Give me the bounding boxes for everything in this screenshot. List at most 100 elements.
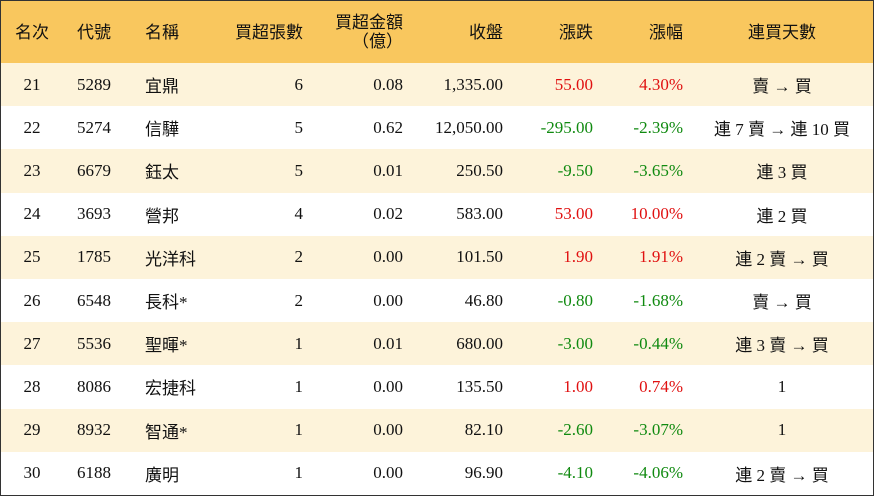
header-cell: 漲幅 (601, 1, 691, 63)
table-cell: 1.90 (563, 247, 593, 267)
table-cell: 5 (294, 117, 304, 137)
header-text: 名稱 (145, 22, 179, 42)
table-cell: 連 2 賣 → 買 (735, 249, 829, 269)
table-cell: 聖暉* (145, 336, 188, 356)
header-text: 連買天數 (748, 22, 816, 42)
table-cell: 0.02 (373, 204, 403, 224)
header-cell: 買超金額 （億） (311, 1, 411, 63)
table-cell: -3.65% (633, 160, 683, 180)
table-cell: 27 (23, 333, 41, 353)
table-cell: 連 2 賣 → 買 (735, 465, 829, 485)
header-cell: 名次 (1, 1, 63, 63)
table-cell: 1 (777, 376, 787, 396)
table-cell: 55.00 (554, 74, 593, 94)
table-cell: 連 3 賣 → 買 (735, 336, 829, 356)
table-cell: 250.50 (456, 160, 503, 180)
table-cell: 21 (23, 74, 41, 94)
table-cell: 宜鼎 (145, 77, 179, 97)
table-row: 25 1785 光洋科 2 0.00 101.50 1.90 1.91% 連 2 賣 → 買 (1, 235, 873, 279)
header-text: 漲跌 (559, 22, 593, 42)
table-cell: 1 (294, 420, 304, 440)
table-cell: 0.00 (373, 420, 403, 440)
table-cell: 廣明 (145, 465, 179, 485)
header-cell: 買超張數 (216, 1, 311, 63)
table-cell: 8932 (77, 420, 111, 440)
table-cell: 連 3 買 (756, 163, 808, 183)
table-cell: 1.91% (639, 247, 683, 267)
table-cell: 信驊 (145, 120, 179, 140)
table-cell: -9.50 (557, 160, 593, 180)
table-cell: -295.00 (540, 117, 593, 137)
table-cell: 0.00 (373, 290, 403, 310)
table-cell: 5 (294, 160, 304, 180)
table-cell: 6548 (77, 290, 111, 310)
table-cell: 鈺太 (145, 163, 179, 183)
header-cell: 代號 (63, 1, 125, 63)
table-cell: 101.50 (456, 247, 503, 267)
table-cell: -1.68% (633, 290, 683, 310)
table-cell: -3.00 (557, 333, 593, 353)
table-cell: -4.10 (557, 463, 593, 483)
table-cell: 4 (294, 204, 304, 224)
table-cell: 8086 (77, 376, 111, 396)
header-row: 名次 代號 名稱 買超張數 買超金額 （億） 收盤 漲跌 漲幅 連買天數 (1, 1, 873, 63)
table-cell: 1785 (77, 247, 111, 267)
table-cell: 0.74% (639, 376, 683, 396)
table-cell: 3693 (77, 204, 111, 224)
table-cell: 連 7 賣 → 連 10 買 (714, 120, 850, 140)
table-cell: 1 (294, 463, 304, 483)
table-cell: 1,335.00 (443, 74, 504, 94)
header-text: 漲幅 (649, 22, 683, 42)
table-row: 30 6188 廣明 1 0.00 96.90 -4.10 -4.06% 連 2 賣 → 買 (1, 452, 873, 495)
table-cell: 583.00 (456, 204, 503, 224)
header-text: 代號 (77, 22, 111, 42)
header-cell: 名稱 (125, 1, 216, 63)
table-cell: 22 (23, 117, 41, 137)
table-cell: 96.90 (464, 463, 503, 483)
table-cell: 0.00 (373, 376, 403, 396)
table-cell: 29 (23, 420, 41, 440)
table-cell: 0.00 (373, 247, 403, 267)
table-cell: 5536 (77, 333, 111, 353)
table-cell: 30 (23, 463, 41, 483)
table-cell: 0.08 (373, 74, 403, 94)
table-cell: 2 (294, 290, 304, 310)
table-cell: 0.62 (373, 117, 403, 137)
table-cell: 6 (294, 74, 304, 94)
table-cell: 24 (23, 204, 41, 224)
table-cell: 賣 → 買 (752, 293, 812, 313)
table-cell: -2.39% (633, 117, 683, 137)
table-cell: 賣 → 買 (752, 77, 812, 97)
table-cell: 0.00 (373, 463, 403, 483)
table-cell: 營邦 (145, 206, 179, 226)
table-cell: 5289 (77, 74, 111, 94)
table-cell: -4.06% (633, 463, 683, 483)
table-cell: 1.00 (563, 376, 593, 396)
table-cell: 光洋科 (145, 249, 196, 269)
table-cell: 82.10 (464, 420, 503, 440)
header-text: 收盤 (469, 22, 503, 42)
table-cell: -3.07% (633, 420, 683, 440)
header-text: 買超張數 (235, 22, 303, 42)
table-cell: 26 (23, 290, 41, 310)
table-row: 27 5536 聖暉* 1 0.01 680.00 -3.00 -0.44% 連 3 賣 → 買 (1, 322, 873, 366)
header-cell: 收盤 (411, 1, 511, 63)
table-row: 23 6679 鈺太 5 0.01 250.50 -9.50 -3.65% 連 3 買 (1, 149, 873, 193)
table-cell: 12,050.00 (435, 117, 503, 137)
table-row: 24 3693 營邦 4 0.02 583.00 53.00 10.00% 連 2 買 (1, 193, 873, 236)
table-cell: 4.30% (639, 74, 683, 94)
table-cell: 25 (23, 247, 41, 267)
table-cell: 智通* (145, 422, 188, 442)
table-cell: 10.00% (630, 204, 683, 224)
table-cell: -2.60 (557, 420, 593, 440)
table-cell: 2 (294, 247, 304, 267)
table-cell: 6188 (77, 463, 111, 483)
table-row: 22 5274 信驊 5 0.62 12,050.00 -295.00 -2.39% 連 7 賣… (1, 106, 873, 149)
header-cell: 漲跌 (511, 1, 601, 63)
table-cell: 連 2 買 (756, 206, 808, 226)
table-cell: 0.01 (373, 160, 403, 180)
table-cell: 53.00 (554, 204, 593, 224)
table-cell: 1 (294, 333, 304, 353)
table-row: 29 8932 智通* 1 0.00 82.10 -2.60 -3.07% 1 (1, 408, 873, 452)
